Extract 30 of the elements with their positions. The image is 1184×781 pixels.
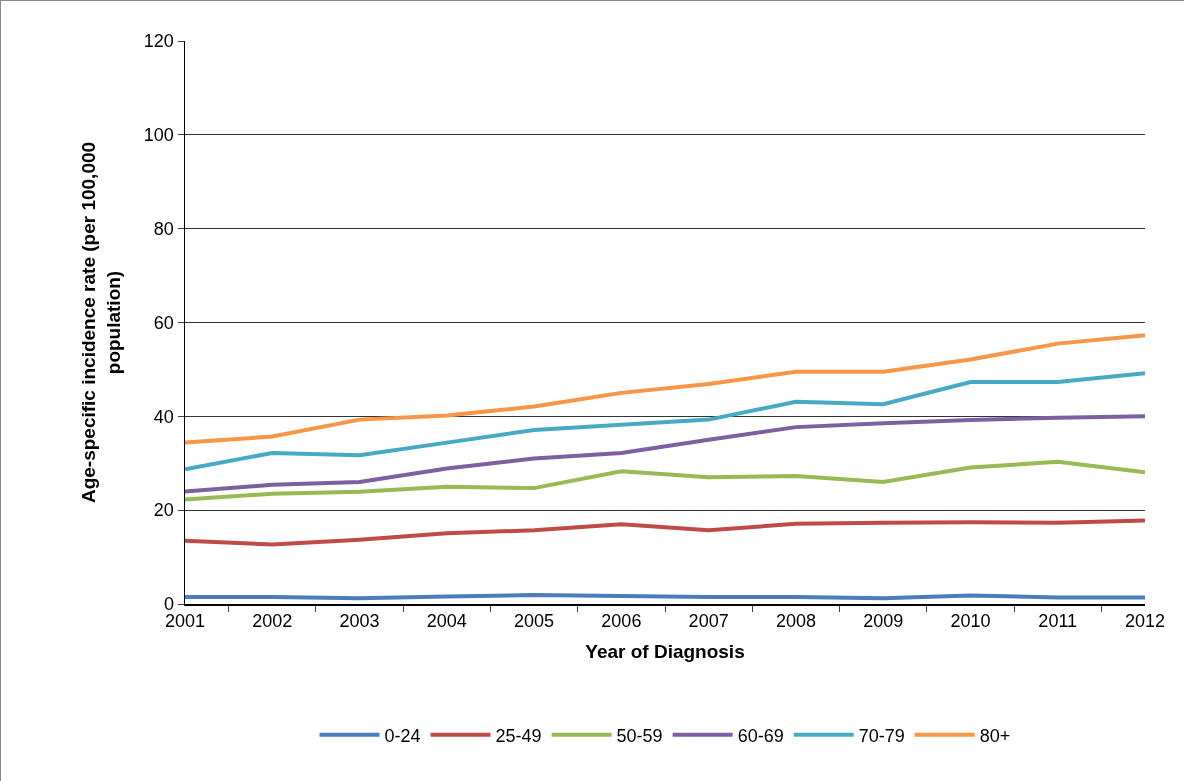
y-tick-label: 60	[153, 312, 174, 333]
y-tick-label: 120	[143, 31, 174, 52]
y-tick-label: 80	[153, 218, 174, 239]
legend-label: 80+	[979, 725, 1011, 746]
x-tick-label: 2008	[775, 611, 816, 632]
x-tick-label: 2010	[950, 611, 991, 632]
y-tick-label: 20	[153, 500, 174, 521]
line-series	[185, 414, 1145, 494]
legend-label: 25-49	[495, 725, 542, 746]
x-tick-label: 2005	[514, 611, 555, 632]
x-tick-label: 2011	[1038, 611, 1078, 632]
legend-label: 0-24	[384, 725, 421, 746]
y-axis-title: Age-specific incidence rate (per 100,000 population)	[78, 141, 124, 504]
y-tick-label: 40	[153, 406, 174, 427]
x-tick-label: 2004	[426, 611, 467, 632]
x-tick-label: 2006	[601, 611, 642, 632]
x-tick-label: 2009	[863, 611, 904, 632]
x-tick-label: 2002	[252, 611, 293, 632]
line-series	[185, 518, 1145, 547]
x-tick-label: 2007	[688, 611, 729, 632]
line-series	[185, 333, 1145, 445]
legend-label: 70-79	[858, 725, 905, 746]
legend-label: 50-59	[616, 725, 663, 746]
line-series	[185, 371, 1145, 472]
line-series	[185, 459, 1145, 502]
x-tick-label: 2003	[339, 611, 380, 632]
x-axis-title: Year of Diagnosis	[585, 640, 745, 662]
legend-label: 60-69	[737, 725, 784, 746]
y-tick-label: 100	[143, 125, 174, 146]
x-tick-label: 2012	[1124, 611, 1166, 632]
